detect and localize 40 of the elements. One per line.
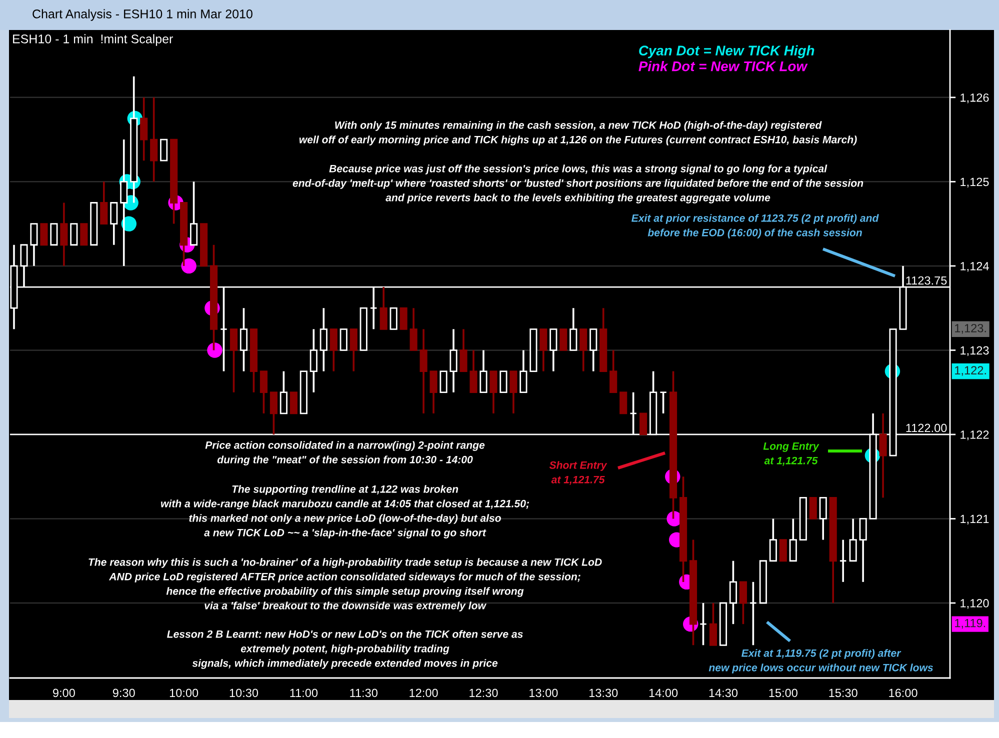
y-tick-label: 1,123	[960, 346, 989, 356]
annotation: 1,119.	[955, 618, 986, 629]
ref-line-label: 1122.00	[906, 424, 947, 432]
x-tick-label: 11:00	[290, 688, 318, 698]
text: Cyan Dot = New TICK High	[639, 45, 814, 58]
x-tick-label: 11:30	[350, 688, 378, 698]
x-tick-label: 12:00	[410, 688, 438, 698]
chart-title: Chart Analysis - ESH10 1 min Mar 2010	[32, 9, 252, 21]
x-tick-label: 14:00	[649, 688, 678, 698]
annotation: Price action consolidated in a narrow(ing) 2-point range during the "meat" of the session from 10:30 - 14:00	[205, 441, 485, 466]
annotation: Exit at 1,119.75 (2 pt profit) after new price lows occur without new TICK lows	[708, 649, 933, 674]
annotation: The supporting trendline at 1,122 was broken with a wide-range black marubozu candle at 14:05 that closed at 1,121.50; this marked not only a new price LoD (low-of-the-day) but also a new TICK LoD ~~ a 'slap-in-the-face' signal to go short	[161, 485, 529, 538]
x-tick-label: 10:00	[170, 688, 198, 698]
annotation: The reason why this is such a 'no-brainer' of a high-probability trade setup is because a new TICK LoD AND price LoD registered AFTER price action consolidated sideways for much of the session; hence the effective probability of this simple setup proving itself wrong via a 'false' breakout to the downside was extremely low	[88, 558, 602, 612]
annotation: 1,123.	[955, 324, 986, 334]
annotation: Long Entry at 1,121.75	[763, 442, 820, 466]
annotation: Lesson 2 B Learnt: new HoD's or new LoD's on the TICK often serve as extremely potent, high-probability trading signals, which immediately precede extended moves in price	[167, 630, 523, 669]
text: Pink Dot = New TICK Low	[638, 61, 808, 72]
x-tick-label: 12:30	[470, 688, 498, 698]
chart-subtitle: ESH10 - 1 min !mint Scalper	[13, 34, 173, 46]
annotation: Short Entry at 1,121.75	[549, 461, 608, 485]
y-tick-label: 1,121	[960, 514, 989, 525]
y-tick-label: 1,120	[960, 599, 989, 609]
x-tick-label: 13:00	[530, 688, 558, 698]
x-tick-label: 16:00	[889, 688, 918, 698]
x-tick-label: 9:00	[53, 688, 75, 698]
x-tick-label: 9:30	[112, 688, 135, 698]
text: With only 15 minutes remaining in the cash session, a new TICK HoD (high-of-the-day) registered well off of early morning price and TICK highs up at 1,126 on the Futures (current contract ESH10, basis March) Because price was just off the session's price lows, this was a strong signal to go long for a typical end-of-day 'melt-up' where 'roasted shorts' or 'busted' short positions are liquidated before the end of the session and price reverts back to the levels exhibiting the greatest aggregate volume	[292, 121, 864, 204]
y-tick-label: 1,124	[960, 262, 989, 272]
annotation: Exit at prior resistance of 1123.75 (2 pt profit) and before the EOD (16:00) of the cash session	[632, 214, 879, 238]
annotation: 1,122.	[955, 366, 986, 376]
x-tick-label: 14:30	[709, 688, 738, 698]
x-tick-label: 13:30	[589, 688, 618, 698]
x-tick-label: 15:00	[769, 688, 798, 698]
y-tick-label: 1,126	[960, 93, 989, 104]
y-tick-label: 1,122	[960, 430, 989, 440]
y-tick-label: 1,125	[960, 178, 989, 188]
x-tick-label: 15:30	[829, 688, 858, 698]
x-tick-label: 10:30	[230, 688, 258, 698]
ref-line-label: 1123.75	[906, 276, 947, 285]
